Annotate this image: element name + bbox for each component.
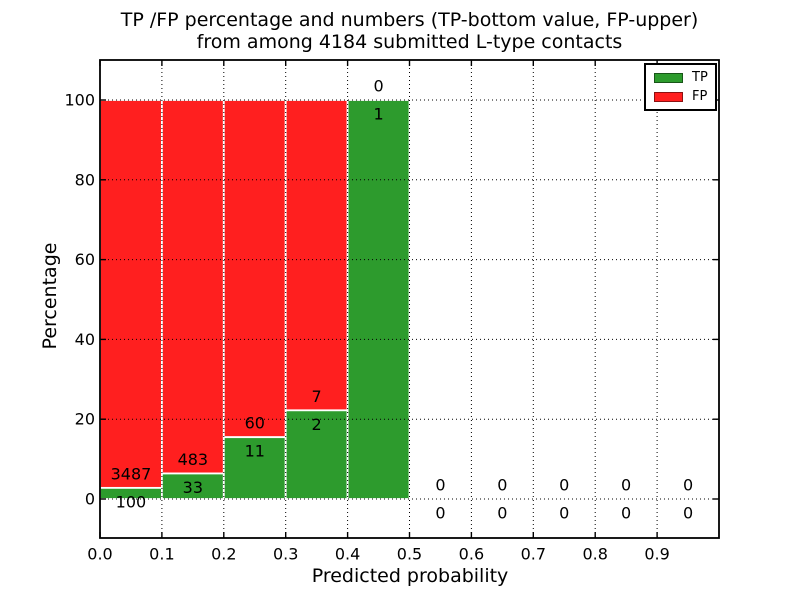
fp-count-label: 0 (435, 476, 445, 495)
tp-count-label: 1 (373, 105, 383, 124)
x-tick-label: 0.6 (459, 545, 484, 564)
tp-count-label: 33 (183, 478, 203, 497)
x-tick-label: 0.8 (582, 545, 607, 564)
fp-count-label: 7 (312, 387, 322, 406)
x-axis-label: Predicted probability (311, 565, 509, 587)
x-tick-label: 0.1 (149, 545, 174, 564)
bar-fp-1 (160, 99, 225, 475)
bar-tp-2 (222, 436, 287, 500)
fp-count-label: 483 (178, 450, 209, 469)
tp-count-label: 0 (621, 504, 631, 523)
fp-count-label: 60 (245, 414, 265, 433)
x-tick-label: 0.2 (211, 545, 236, 564)
tp-count-label: 11 (245, 442, 265, 461)
x-tick-label: 0.5 (397, 545, 422, 564)
bar-fp-3 (284, 99, 349, 412)
fp-count-label: 0 (621, 476, 631, 495)
legend-entry-fp: FP (654, 90, 715, 103)
tp-count-label: 2 (312, 415, 322, 434)
bar-fp-2 (222, 99, 287, 439)
fp-count-label: 0 (373, 77, 383, 96)
tp-count-label: 0 (435, 504, 445, 523)
chart-title: TP /FP percentage and numbers (TP-bottom… (100, 9, 719, 53)
y-tick-label: 20 (75, 410, 95, 429)
bar-tp-4 (346, 99, 411, 500)
chart-title-line2: from among 4184 submitted L-type contact… (196, 31, 623, 53)
x-tick-label: 0.3 (273, 545, 298, 564)
bar-fp-0 (99, 99, 163, 489)
x-tick-label: 0.7 (521, 545, 546, 564)
tp-count-label: 0 (497, 504, 507, 523)
legend-label-fp: FP (692, 89, 708, 104)
legend-swatch-fp-icon (654, 91, 683, 102)
x-tick-label: 0.9 (644, 545, 669, 564)
x-tick-label: 0.4 (335, 545, 360, 564)
y-tick-label: 80 (75, 170, 95, 189)
legend-label-tp: TP (692, 70, 708, 85)
fp-count-label: 0 (497, 476, 507, 495)
y-tick-label: 100 (64, 91, 95, 110)
y-tick-label: 60 (75, 250, 95, 269)
legend-entry-tp: TP (654, 71, 715, 84)
y-tick-label: 40 (75, 330, 95, 349)
chart-title-line1: TP /FP percentage and numbers (TP-bottom… (120, 9, 699, 31)
tp-count-label: 100 (116, 492, 147, 511)
tp-count-label: 0 (559, 504, 569, 523)
legend-swatch-tp-icon (654, 72, 683, 83)
tp-count-label: 0 (683, 504, 693, 523)
fp-count-label: 3487 (111, 464, 152, 483)
y-tick-label: 0 (85, 490, 95, 509)
y-axis-label: Percentage (39, 242, 61, 350)
legend: TP FP (644, 63, 717, 111)
x-tick-label: 0.0 (87, 545, 112, 564)
fp-count-label: 0 (559, 476, 569, 495)
bar-tp-3 (284, 409, 349, 500)
fp-count-label: 0 (683, 476, 693, 495)
